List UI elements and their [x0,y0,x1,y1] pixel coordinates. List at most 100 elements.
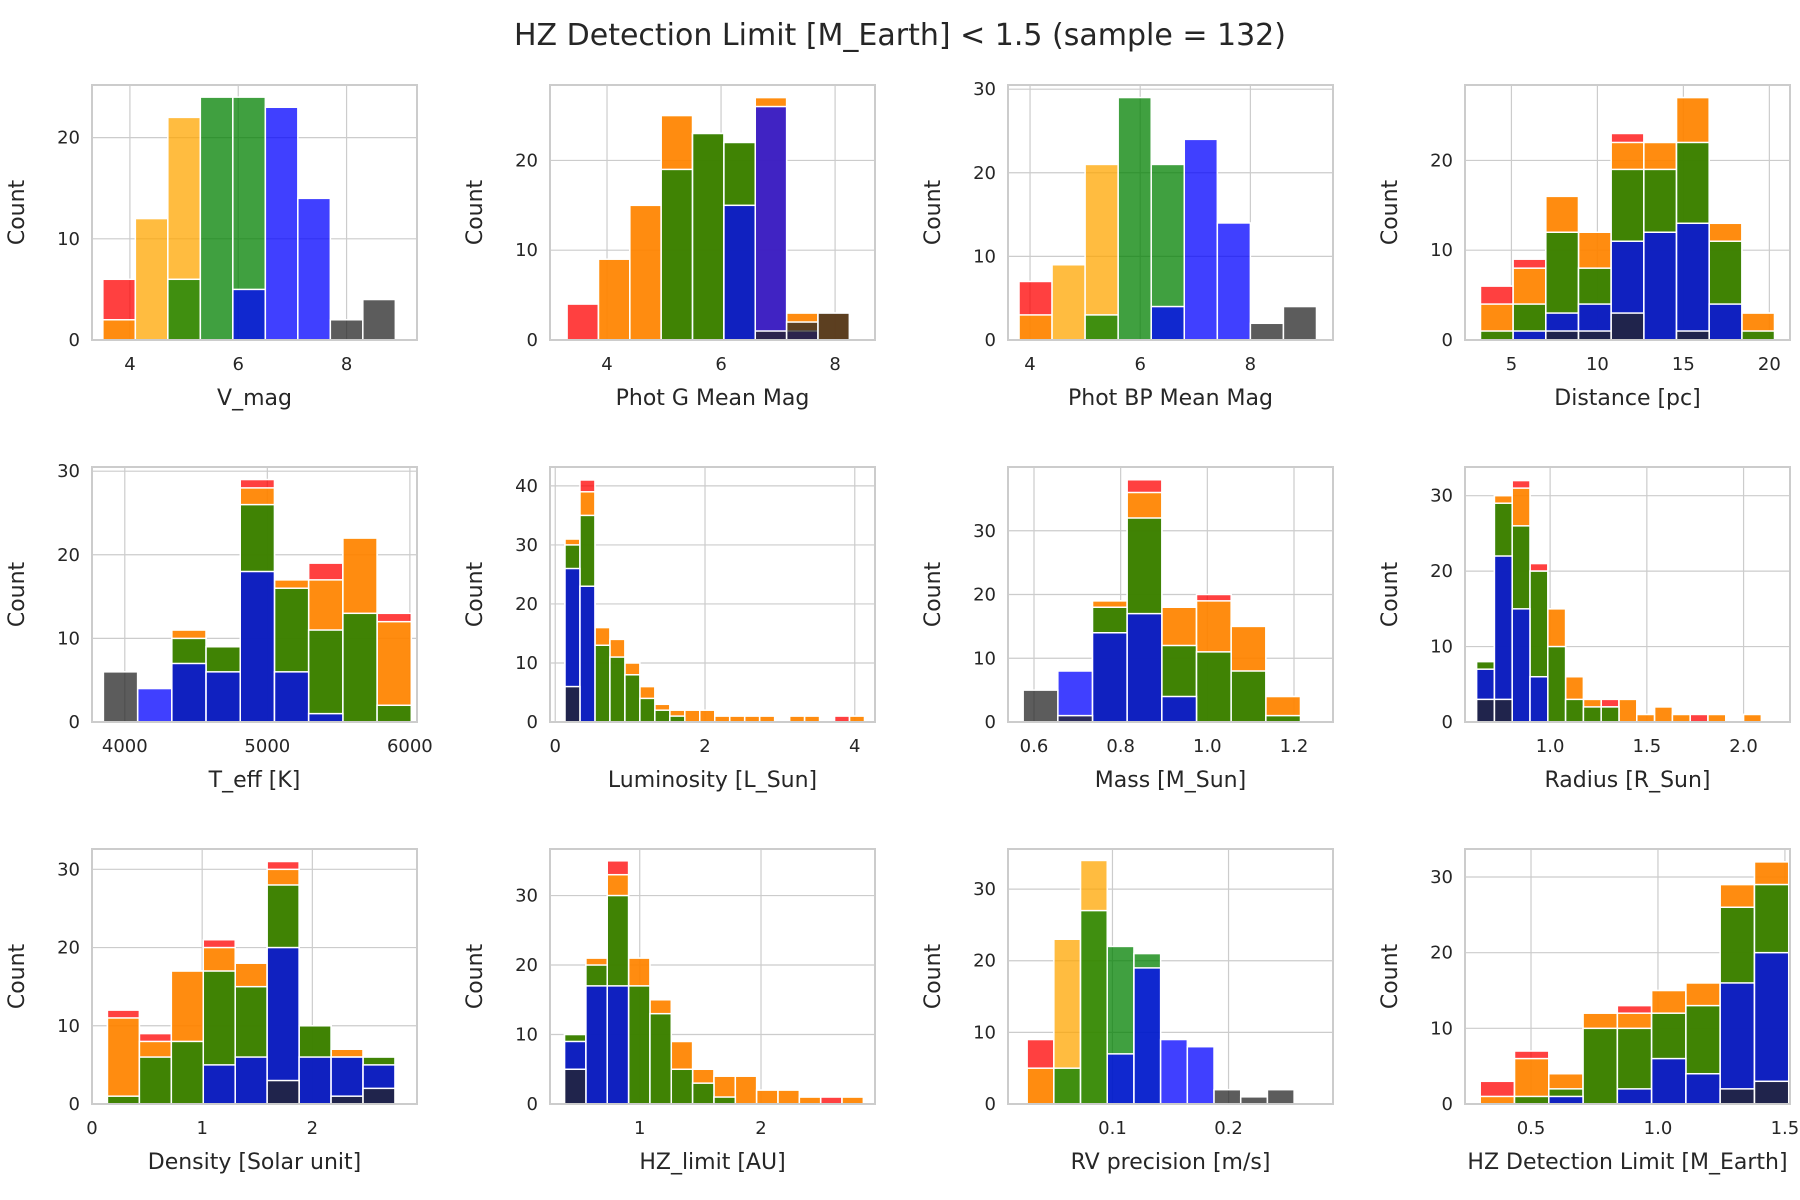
x-tick-label: 1.5 [1633,736,1662,757]
histogram-bar-black [1610,312,1645,341]
plot-frame [1007,466,1334,723]
y-tick-label: 10 [973,648,996,669]
histogram-bar-blue [1753,951,1790,1105]
y-tick-label: 30 [1430,486,1453,507]
y-tick-label: 30 [515,886,538,907]
x-axis-label: T_eff [K] [208,768,301,793]
y-tick-label: 30 [973,521,996,542]
histogram-bar-orange [1636,713,1656,723]
histogram-bar-blue [136,687,173,723]
histogram-bar-orange [777,1089,801,1105]
histogram-bar-black [1545,330,1580,341]
histogram-bar-black [329,319,364,341]
histogram-bar-blue [1643,231,1678,341]
x-tick-label: 1.5 [1771,1118,1800,1139]
y-tick-label: 0 [69,1094,80,1115]
histogram-bar-black [563,1068,587,1105]
x-axis-label: Density [Solar unit] [148,1150,361,1175]
histogram-bar-green [624,674,641,723]
histogram-bar-black [1675,330,1710,341]
x-tick-label: 2 [699,736,710,757]
histogram-panel: 0.5 1.0 1.5 0 10 20 30 HZ Detection Limit [M_Ea… [1378,848,1800,1175]
x-tick-label: 20 [1758,354,1781,375]
histogram-panel: 0.1 0.2 0 10 20 30 RV precision [m/s] Count [921,848,1334,1175]
histogram-bar-green [639,697,656,723]
y-tick-label: 20 [973,585,996,606]
y-axis-label: Count [1378,561,1403,627]
histogram-bar-blue [298,1056,332,1105]
histogram-bar-blue [1708,303,1743,341]
histogram-bar-blue [579,585,596,723]
y-tick-label: 20 [515,594,538,615]
y-tick-label: 10 [515,240,538,261]
histogram-bar-orange [1026,1067,1055,1105]
y-tick-label: 0 [985,330,996,351]
x-tick-label: 5000 [244,736,290,757]
y-axis-label: Count [921,179,946,245]
x-tick-label: 4 [1024,354,1035,375]
histogram-bar-orange [734,1075,758,1105]
histogram-bar-red [566,303,600,341]
histogram-bar-orange [684,709,701,723]
histogram-bar-green [342,612,378,723]
histogram-bar-black [330,1095,364,1105]
histogram-bar-green [1479,330,1514,341]
histogram-bar-orange [1671,713,1691,723]
x-tick-label: 0.5 [1517,1118,1546,1139]
y-tick-label: 20 [515,150,538,171]
figure-title: HZ Detection Limit [M_Earth] < 1.5 (samp… [514,18,1286,53]
plot-frame [91,84,418,341]
y-axis-label: Count [463,943,488,1009]
y-tick-label: 20 [57,938,80,959]
y-tick-label: 30 [973,879,996,900]
y-tick-label: 30 [515,535,538,556]
y-tick-label: 0 [69,712,80,733]
plot-frame [549,848,876,1105]
histogram-bar-blue [264,106,299,341]
x-tick-label: 8 [341,354,352,375]
histogram-bar-black [1239,1096,1269,1105]
y-tick-label: 0 [527,330,538,351]
y-tick-label: 20 [973,951,996,972]
x-axis-label: RV precision [m/s] [1071,1150,1271,1175]
histogram-bar-green [199,96,234,341]
histogram-bar-blue [1150,305,1186,341]
histogram-bar-orange [597,258,631,341]
histogram-bar-black [817,312,851,341]
histogram-bar-black [362,298,397,341]
histogram-bar-blue [202,1064,236,1105]
y-axis-label: Count [463,179,488,245]
histogram-bar-orange [629,204,662,341]
x-tick-label: 6000 [387,736,433,757]
histogram-bar-blue [1650,1057,1687,1105]
histogram-bar-blue [1161,695,1198,723]
y-tick-label: 20 [1430,943,1453,964]
histogram-bar-black [564,685,581,723]
x-tick-label: 1 [196,1118,207,1139]
y-tick-label: 0 [527,1094,538,1115]
y-tick-label: 10 [515,653,538,674]
histogram-bar-orange [1742,713,1763,723]
plot-frame [549,84,876,341]
x-tick-label: 8 [1245,354,1256,375]
x-tick-label: 8 [829,354,840,375]
x-tick-label: 4 [124,354,135,375]
x-tick-label: 4000 [102,736,148,757]
histogram-bar-blue [1512,330,1547,341]
x-tick-label: 1.0 [1536,736,1565,757]
histogram-bar-orange [1084,163,1119,341]
y-axis-label: Count [1378,943,1403,1009]
histogram-bar-orange [102,319,137,341]
y-tick-label: 30 [57,859,80,880]
histogram-bar-blue [232,288,267,341]
histogram-bar-blue [205,671,241,723]
x-tick-label: 0.1 [1098,1118,1127,1139]
y-tick-label: 10 [1430,637,1453,658]
histogram-bar-green [1547,645,1567,723]
plot-frame [91,466,418,723]
histogram-bar-black [266,1079,300,1105]
histogram-bar-blue [1616,1088,1653,1105]
